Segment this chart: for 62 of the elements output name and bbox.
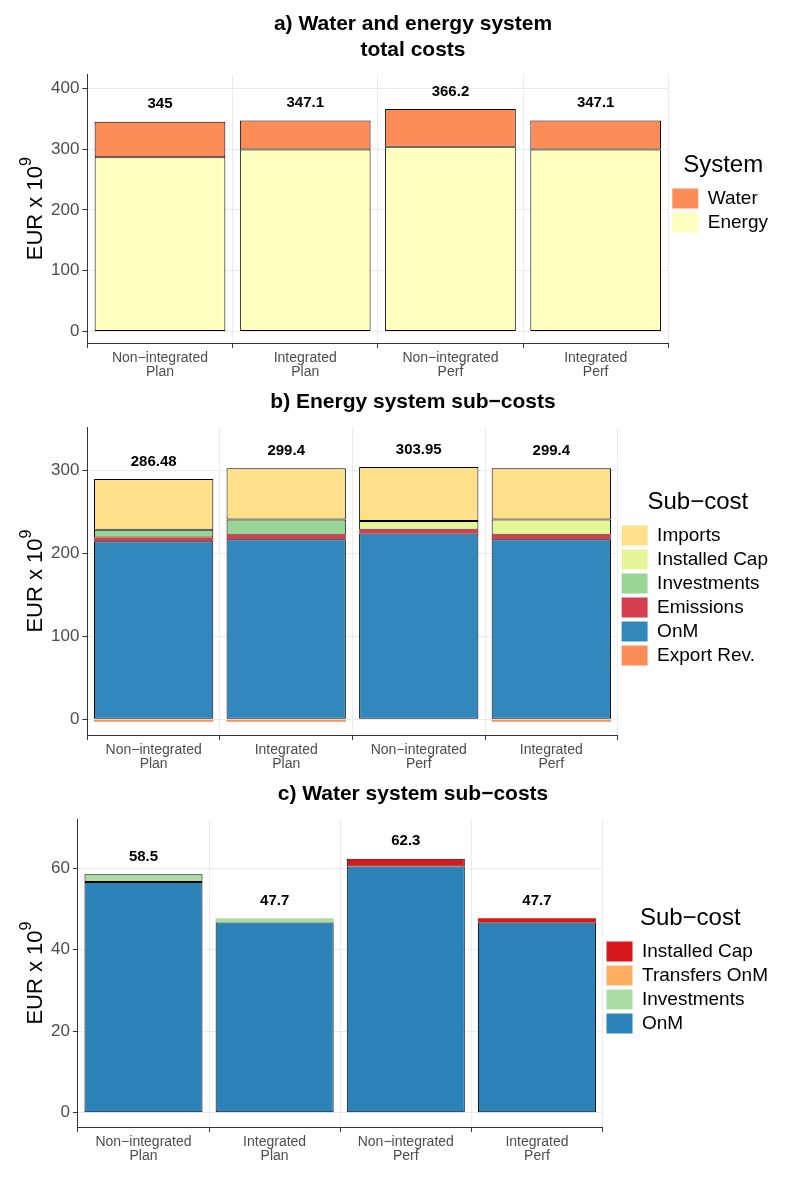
total-label: 366.2 xyxy=(431,81,470,99)
total-label: 345 xyxy=(147,94,173,112)
total-label: 47.7 xyxy=(260,890,290,908)
legend-title: Sub−cost xyxy=(647,487,749,515)
x-tick-label: Non−integrated Plan xyxy=(105,740,202,771)
x-tick-label: Non−integrated Perf xyxy=(357,1132,454,1163)
total-label: 299.4 xyxy=(267,440,306,458)
x-tick-label: Integrated Perf xyxy=(564,348,628,379)
total-label: 58.5 xyxy=(128,846,159,864)
x-tick-label: Non−integrated Perf xyxy=(370,740,467,771)
total-label: 47.7 xyxy=(522,890,552,908)
x-tick-label: Non−integrated Plan xyxy=(95,1132,192,1163)
legend-title: Sub−cost xyxy=(639,903,741,931)
y-tick-label: 20 xyxy=(50,1020,70,1040)
bar xyxy=(226,534,346,540)
total-label: 303.95 xyxy=(395,439,442,457)
total-label: 347.1 xyxy=(576,93,615,111)
x-tick-label: Non−integrated Perf xyxy=(402,348,499,379)
y-tick-label: 0 xyxy=(69,708,80,728)
y-axis-title: EUR x 109 xyxy=(17,921,48,1025)
legend-label: OnM xyxy=(657,619,699,641)
legend-title: System xyxy=(683,150,764,178)
x-tick-label: Non−integrated Plan xyxy=(111,348,209,379)
chart-title: b) Energy system sub−costs xyxy=(270,389,556,413)
total-label: 299.4 xyxy=(532,440,571,458)
legend-label: Emissions xyxy=(657,595,744,617)
y-tick-label: 0 xyxy=(60,1102,70,1122)
x-tick-label: Integrated Plan xyxy=(273,348,337,379)
legend-label: Investments xyxy=(642,987,745,1009)
y-tick-label: 400 xyxy=(50,78,80,98)
y-tick-label: 60 xyxy=(50,857,70,877)
x-tick-label: Integrated Perf xyxy=(505,1132,569,1163)
y-tick-label: 100 xyxy=(50,625,80,645)
y-tick-label: 300 xyxy=(50,138,80,158)
y-tick-label: 300 xyxy=(50,460,80,480)
chart-title: a) Water and energy system total costs xyxy=(273,11,553,60)
bar xyxy=(491,534,611,540)
bar xyxy=(215,918,334,923)
y-axis-title: EUR x 109 xyxy=(17,529,48,633)
y-tick-label: 0 xyxy=(69,321,80,341)
chart-title: c) Water system sub−costs xyxy=(277,781,549,805)
legend-label: OnM xyxy=(642,1011,684,1033)
x-tick-label: Integrated Plan xyxy=(254,740,318,771)
y-tick-label: 40 xyxy=(50,939,70,959)
x-tick-label: Integrated Plan xyxy=(243,1132,307,1163)
legend-label: Energy xyxy=(707,210,769,232)
y-tick-label: 100 xyxy=(50,260,80,280)
legend-label: Water xyxy=(707,186,759,208)
bar xyxy=(477,918,596,923)
y-tick-label: 200 xyxy=(50,199,80,219)
legend-label: Imports xyxy=(657,523,721,545)
total-label: 347.1 xyxy=(286,93,324,111)
total-label: 62.3 xyxy=(391,831,421,849)
legend-label: Installed Cap xyxy=(642,939,753,961)
legend-label: Installed Cap xyxy=(657,547,768,569)
legend-label: Investments xyxy=(657,571,760,593)
total-label: 286.48 xyxy=(130,451,177,469)
y-tick-label: 200 xyxy=(50,542,80,562)
legend-label: Export Rev. xyxy=(657,643,755,665)
legend-label: Transfers OnM xyxy=(642,963,769,985)
y-axis-title: EUR x 109 xyxy=(17,157,48,261)
x-tick-label: Integrated Perf xyxy=(519,740,583,771)
